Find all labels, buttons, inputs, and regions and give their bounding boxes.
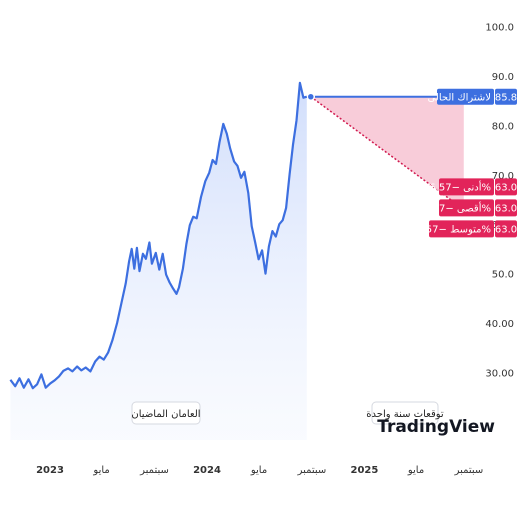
current-value-text: 85.8 [495,93,517,104]
price-area-fill [10,82,307,441]
tradingview-logo: TradingView [377,417,495,437]
price-line [9,81,308,390]
forecast-value-pill [495,220,517,238]
x-tick-label: 2024 [193,465,221,476]
x-tick-label: سبتمبر [454,465,484,476]
forecast-label-text: أقصى −26.57% [417,201,491,214]
x-tick-label: مايو [250,465,267,476]
forecast-labels: لاشتراك الحالى 85.8 أدنى −26.57% 63.0 أقصى −… [410,88,517,238]
x-axis: 2023 مايو سبتمبر 2024 مايو سبتمبر 2025 مايو سبتم… [36,465,483,476]
x-tick-label: مايو [407,465,424,476]
y-tick-label: 40.00 [485,319,514,330]
y-tick-label: 50.0 [492,270,514,281]
forecast-label-text: أدنى −26.57% [423,180,491,193]
price-area [10,82,307,441]
forecast-value-pill [495,178,517,196]
current-label-pill [437,88,494,105]
price-line-group [9,81,308,390]
y-tick-label: 100.0 [485,23,514,34]
svg-text:العامان الماضيان: العامان الماضيان [131,409,200,420]
svg-text:توقعات سنة واحدة: توقعات سنة واحدة [366,409,444,420]
forecast-label-text: متوسط −26.57% [410,224,491,235]
y-tick-label: 80.0 [492,121,514,132]
forecast-range-fill [310,96,464,210]
forecast-value-text: 63.0 [495,224,517,235]
forecast-label-pill [439,178,494,196]
y-tick-label: 70.0 [492,171,514,182]
forecast-label-pill [429,220,494,238]
current-label-text: لاشتراك الحالى [427,93,491,104]
y-tick-label: 90.0 [492,72,514,83]
y-tick-label: 30.00 [485,368,514,379]
current-value-pill [495,88,517,105]
past-period-label: العامان الماضيان [131,401,201,425]
x-tick-label: 2023 [36,465,64,476]
x-tick-label: مايو [92,465,109,476]
forecast-value-pill [495,199,517,217]
forecast-label-pill [439,199,494,217]
x-tick-label: سبتمبر [139,465,169,476]
forecast-value-text: 63.0 [495,203,517,214]
x-tick-label: 2025 [351,465,379,476]
x-tick-label: سبتمبر [297,465,327,476]
forecast-value-text: 63.0 [495,182,517,193]
current-price-marker [306,92,316,101]
svg-text:TradingView: TradingView [377,417,495,437]
future-period-label: توقعات سنة واحدة [366,401,444,425]
